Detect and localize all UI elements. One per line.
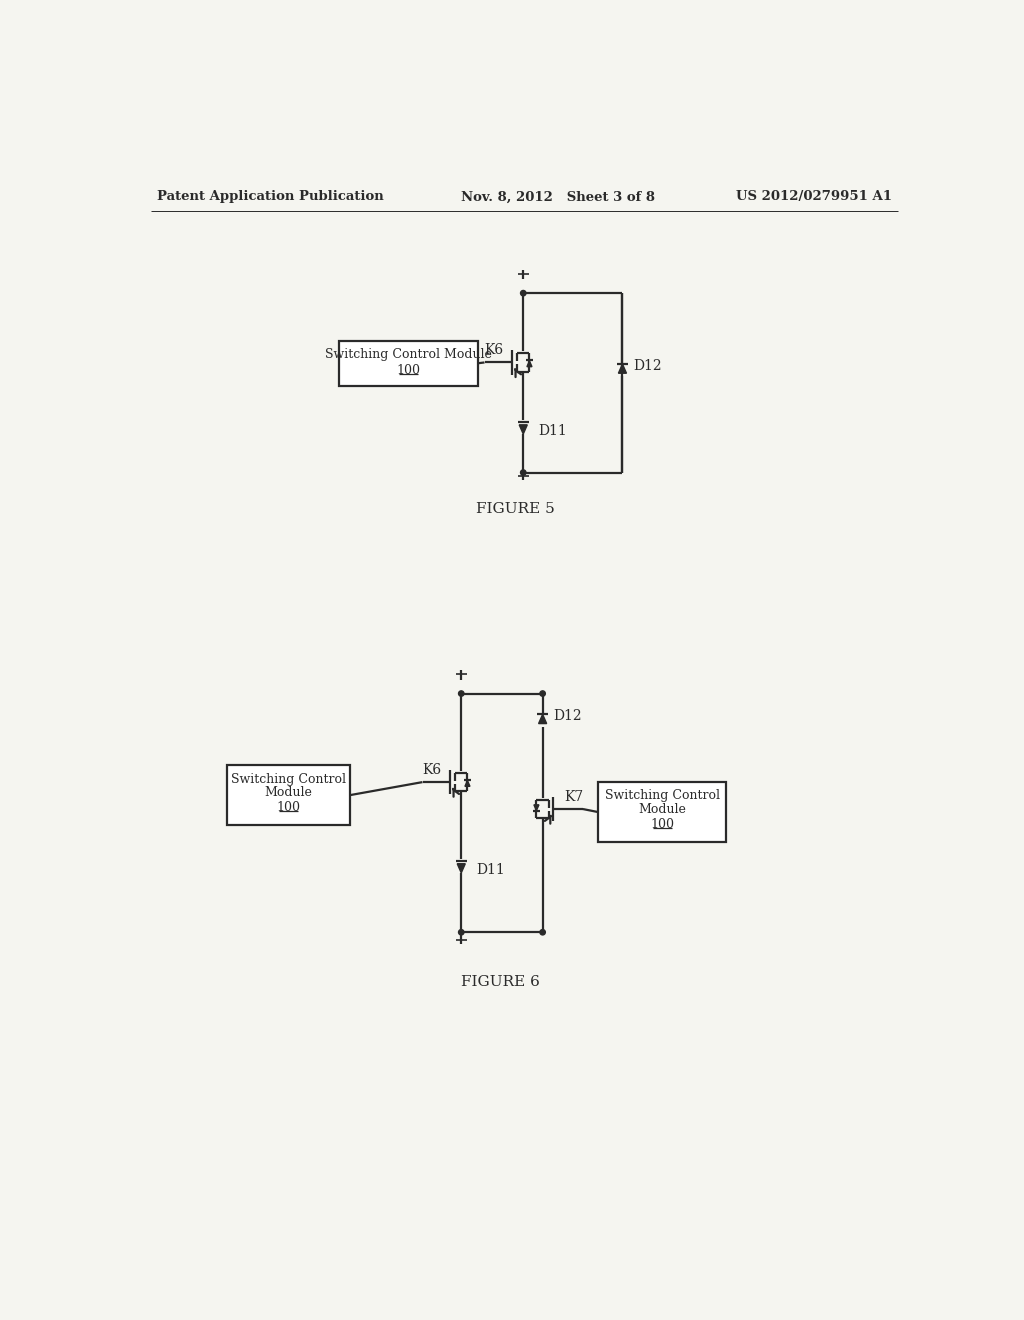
Bar: [227, 766, 349, 825]
Circle shape: [540, 690, 546, 696]
Text: Switching Control Module: Switching Control Module: [325, 348, 492, 362]
Polygon shape: [465, 780, 470, 787]
Circle shape: [540, 929, 546, 935]
Text: FIGURE 6: FIGURE 6: [461, 975, 540, 989]
Text: US 2012/0279951 A1: US 2012/0279951 A1: [736, 190, 892, 203]
Polygon shape: [534, 805, 539, 810]
Text: Switching Control: Switching Control: [231, 772, 346, 785]
Circle shape: [459, 929, 464, 935]
Polygon shape: [519, 425, 527, 434]
Polygon shape: [527, 360, 532, 367]
Text: D11: D11: [477, 863, 506, 876]
Text: 100: 100: [396, 363, 421, 376]
Text: Module: Module: [638, 804, 686, 816]
Text: K6: K6: [422, 763, 441, 776]
Bar: [339, 341, 478, 385]
Text: D12: D12: [633, 359, 662, 374]
Circle shape: [459, 690, 464, 696]
Bar: [598, 781, 726, 842]
Text: Module: Module: [264, 787, 312, 800]
Polygon shape: [539, 714, 547, 723]
Text: FIGURE 5: FIGURE 5: [476, 502, 555, 516]
Text: K6: K6: [484, 343, 504, 358]
Text: Switching Control: Switching Control: [605, 789, 720, 803]
Circle shape: [520, 290, 526, 296]
Text: Patent Application Publication: Patent Application Publication: [158, 190, 384, 203]
Text: D12: D12: [554, 709, 582, 723]
Text: 100: 100: [650, 818, 675, 832]
Text: D11: D11: [539, 424, 567, 438]
Text: K7: K7: [564, 789, 584, 804]
Text: 100: 100: [276, 801, 300, 814]
Polygon shape: [458, 863, 465, 873]
Text: Nov. 8, 2012   Sheet 3 of 8: Nov. 8, 2012 Sheet 3 of 8: [461, 190, 655, 203]
Circle shape: [520, 470, 526, 475]
Polygon shape: [618, 364, 627, 374]
